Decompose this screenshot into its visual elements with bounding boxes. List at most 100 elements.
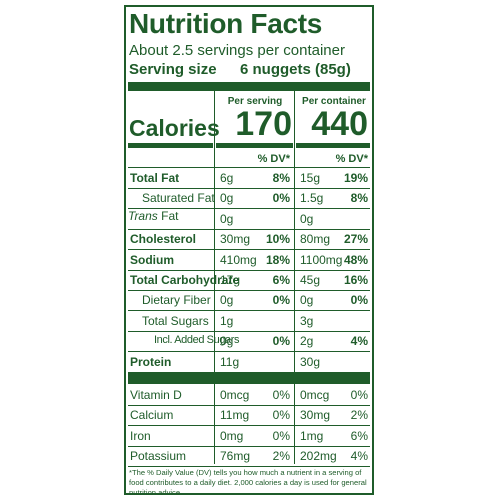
container-dv: 0% bbox=[350, 293, 368, 308]
container-amount: 45g bbox=[300, 273, 321, 287]
serving-amount: 0g bbox=[220, 293, 234, 308]
nutrient-name: Vitamin D bbox=[130, 388, 182, 402]
nutrient-name: Protein bbox=[130, 354, 172, 369]
serving-dv: 18% bbox=[265, 252, 290, 267]
serving-amount: 11mg bbox=[220, 408, 250, 423]
thick-rule bbox=[128, 143, 213, 148]
nutrient-row: Total Fat 6g 8% 15g 19% bbox=[128, 168, 370, 189]
nutrient-row: Iron 0mg 0% 1mg 6% bbox=[128, 426, 370, 447]
nutrient-row: Incl. Added Sugars 0g 0% 2g 4% bbox=[128, 331, 370, 353]
serving-amount: 11g bbox=[220, 354, 240, 369]
name: Fat bbox=[161, 208, 179, 223]
container-dv: 8% bbox=[350, 191, 368, 206]
thick-rule bbox=[216, 143, 293, 148]
container-dv: 6% bbox=[350, 428, 368, 443]
rule bbox=[128, 167, 370, 168]
nutrient-name: Dietary Fiber bbox=[142, 293, 211, 308]
dv-header: % DV* bbox=[257, 153, 290, 165]
container-amount: 30g bbox=[300, 354, 321, 369]
nutrient-row: Trans Fat 0g 0g bbox=[128, 209, 370, 230]
nutrient-name: Cholesterol bbox=[130, 232, 197, 247]
serving-dv: 0% bbox=[272, 428, 290, 443]
nutrient-name: Saturated Fat bbox=[142, 191, 215, 206]
nutrient-name: Total Carbohydrate bbox=[130, 273, 240, 287]
container-amount: 0g bbox=[300, 211, 314, 226]
nutrient-row: Potassium 76mg 2% 202mg 4% bbox=[128, 446, 370, 468]
column-header: Per serving bbox=[227, 96, 283, 107]
footnote: *The % Daily Value (DV) tells you how mu… bbox=[129, 468, 367, 497]
thick-rule bbox=[296, 143, 370, 148]
serving-amount: 0g bbox=[220, 191, 234, 206]
calories-container: 440 bbox=[311, 105, 368, 143]
serving-amount: 0g bbox=[220, 334, 234, 349]
nutrient-name: Trans Fat bbox=[128, 209, 370, 223]
container-amount: 15g bbox=[300, 171, 321, 185]
nutrient-row: Protein 11g 30g bbox=[128, 352, 370, 373]
nutrient-row: Sodium 410mg 18% 1100mg 48% bbox=[128, 250, 370, 271]
container-dv: 16% bbox=[343, 273, 368, 287]
serving-size-label: Serving size bbox=[129, 61, 217, 78]
serving-dv: 0% bbox=[272, 334, 290, 349]
dv-header: % DV* bbox=[335, 153, 368, 165]
nutrient-name: Incl. Added Sugars bbox=[154, 334, 240, 347]
name-prefix: Trans bbox=[128, 208, 158, 223]
servings: About 2.5 servings per container bbox=[129, 42, 345, 59]
thick-rule bbox=[128, 373, 370, 384]
container-amount: 1mg bbox=[300, 428, 324, 443]
nutrient-row: Total Sugars 1g 3g bbox=[128, 311, 370, 332]
serving-amount: 6g bbox=[220, 171, 234, 185]
serving-amount: 0g bbox=[220, 211, 234, 226]
serving-dv: 0% bbox=[272, 388, 290, 402]
serving-amount: 0mcg bbox=[220, 388, 250, 402]
serving-dv: 6% bbox=[272, 273, 290, 287]
serving-size-value: 6 nuggets (85g) bbox=[240, 61, 351, 78]
nutrient-name: Calcium bbox=[130, 408, 174, 423]
container-amount: 80mg bbox=[300, 232, 331, 247]
serving-dv: 0% bbox=[272, 293, 290, 308]
nutrient-row: Saturated Fat 0g 0% 1.5g 8% bbox=[128, 188, 370, 210]
column-header: Per container bbox=[302, 96, 366, 107]
nutrient-row: Dietary Fiber 0g 0% 0g 0% bbox=[128, 290, 370, 312]
container-dv: 27% bbox=[343, 232, 368, 247]
container-dv: 4% bbox=[350, 449, 368, 464]
nutrient-row: Calcium 11mg 0% 30mg 2% bbox=[128, 405, 370, 427]
column-rule bbox=[294, 91, 295, 464]
container-amount: 202mg bbox=[300, 449, 337, 464]
nutrient-row: Cholesterol 30mg 10% 80mg 27% bbox=[128, 229, 370, 251]
serving-dv: 2% bbox=[272, 449, 290, 464]
thick-rule bbox=[128, 82, 370, 91]
nutrient-row: Total Carbohydrate 17g 6% 45g 16% bbox=[128, 270, 370, 291]
nutrition-label: Nutrition Facts About 2.5 servings per c… bbox=[124, 5, 374, 497]
serving-amount: 410mg bbox=[220, 252, 257, 267]
serving-dv: 0% bbox=[272, 408, 290, 423]
container-amount: 0g bbox=[300, 293, 314, 308]
serving-amount: 1g bbox=[220, 313, 234, 328]
nutrient-name: Sodium bbox=[130, 252, 174, 267]
nutrient-row: Vitamin D 0mcg 0% 0mcg 0% bbox=[128, 385, 370, 406]
nutrient-name: Total Sugars bbox=[142, 313, 209, 328]
container-amount: 1100mg bbox=[300, 252, 343, 267]
title: Nutrition Facts bbox=[129, 8, 323, 39]
serving-amount: 17g bbox=[220, 273, 241, 287]
container-dv: 19% bbox=[343, 171, 368, 185]
container-dv: 4% bbox=[350, 334, 368, 349]
nutrient-name: Iron bbox=[130, 428, 151, 443]
calories-serving: 170 bbox=[235, 105, 292, 143]
container-amount: 3g bbox=[300, 313, 314, 328]
serving-amount: 0mg bbox=[220, 428, 244, 443]
container-amount: 30mg bbox=[300, 408, 331, 423]
serving-amount: 30mg bbox=[220, 232, 251, 247]
container-dv: 48% bbox=[343, 252, 368, 267]
serving-amount: 76mg bbox=[220, 449, 251, 464]
container-dv: 0% bbox=[350, 388, 368, 402]
serving-dv: 10% bbox=[265, 232, 290, 247]
column-rule bbox=[214, 91, 215, 464]
nutrient-name: Potassium bbox=[130, 449, 187, 464]
serving-dv: 0% bbox=[272, 191, 290, 206]
container-amount: 1.5g bbox=[300, 191, 324, 206]
serving-dv: 8% bbox=[272, 171, 290, 185]
container-amount: 0mcg bbox=[300, 388, 330, 402]
container-dv: 2% bbox=[350, 408, 368, 423]
container-amount: 2g bbox=[300, 334, 314, 349]
